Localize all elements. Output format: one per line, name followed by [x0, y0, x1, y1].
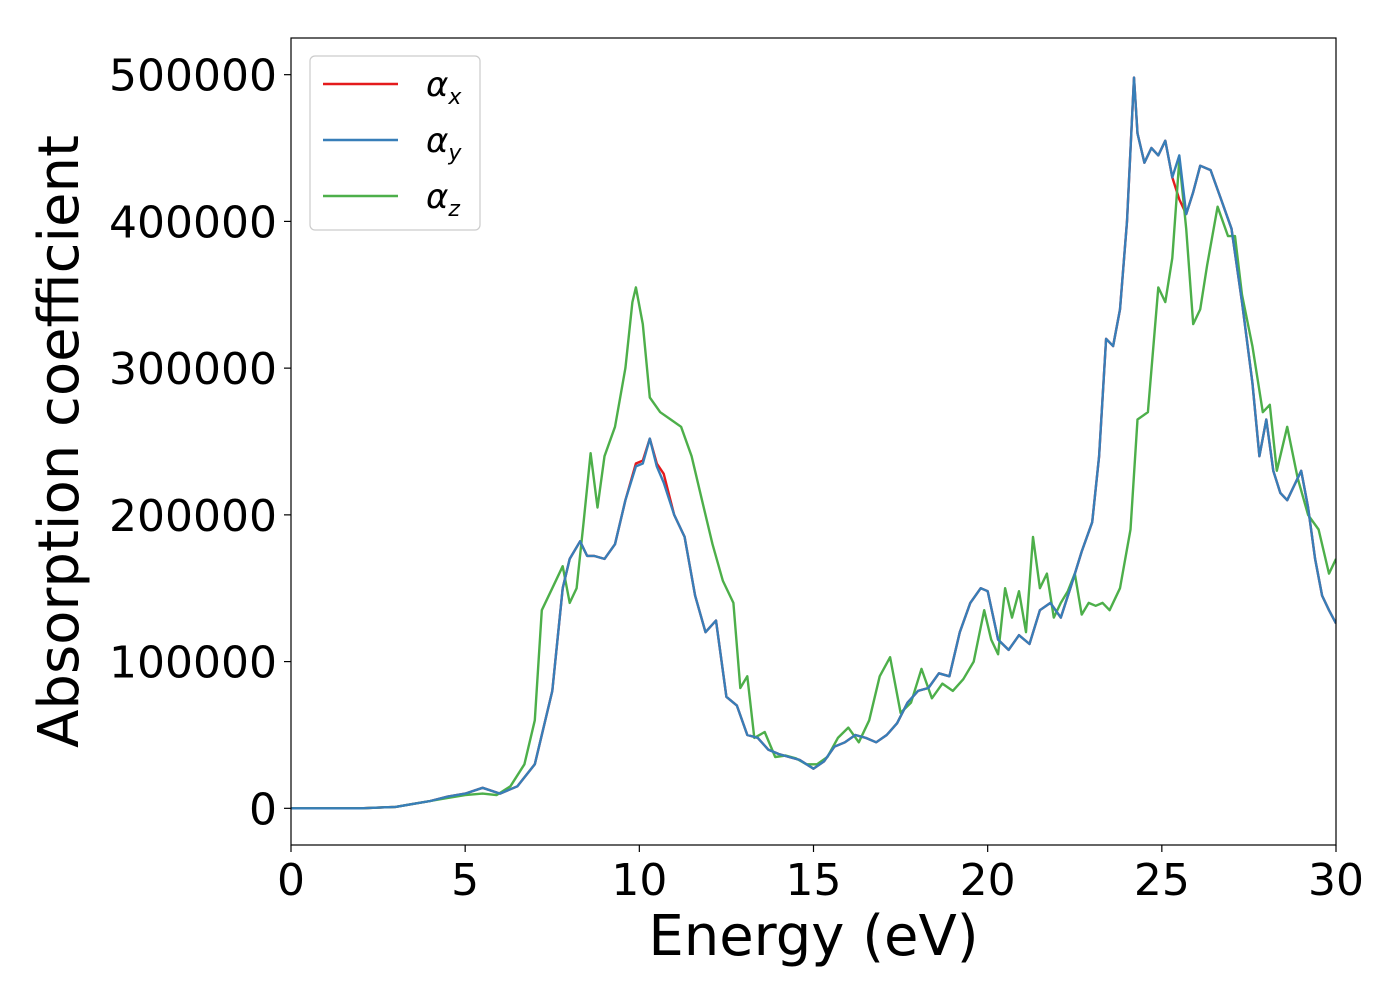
x-tick-label: 15 — [786, 855, 842, 906]
y-axis: 0 100000 200000 300000 400000 500000 — [109, 51, 291, 835]
y-tick-label: 0 — [249, 784, 277, 835]
series-line-y — [291, 76, 1336, 810]
x-tick-label: 0 — [277, 855, 305, 906]
legend-label-x: αx — [426, 65, 462, 110]
legend: αx αy αz — [309, 55, 481, 231]
x-axis-title: Energy (eV) — [648, 904, 978, 969]
x-tick-label: 5 — [451, 855, 479, 906]
y-tick-label: 500000 — [109, 51, 277, 102]
legend-box — [309, 55, 481, 231]
y-tick-label: 200000 — [109, 491, 277, 542]
x-tick-label: 30 — [1308, 855, 1364, 906]
legend-label-z: αz — [426, 177, 460, 222]
x-axis: 0 5 10 15 20 25 30 — [277, 845, 1364, 906]
y-tick-label: 300000 — [109, 344, 277, 395]
y-axis-title: Absorption coefficient — [27, 135, 92, 748]
x-tick-label: 20 — [960, 855, 1016, 906]
series-layer — [291, 76, 1336, 810]
y-tick-label: 100000 — [109, 638, 277, 689]
legend-label-y: αy — [426, 121, 462, 166]
y-tick-label: 400000 — [109, 197, 277, 248]
x-tick-label: 10 — [611, 855, 667, 906]
x-tick-label: 25 — [1134, 855, 1190, 906]
